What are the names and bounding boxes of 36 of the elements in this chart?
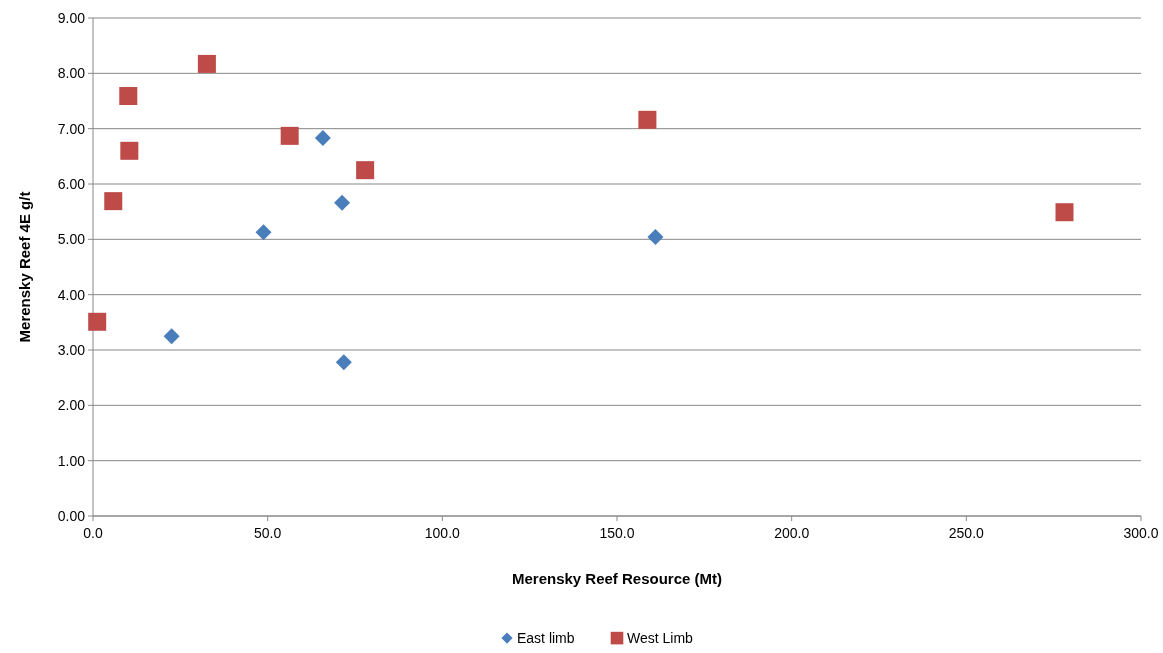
point: [119, 87, 138, 106]
point: [356, 161, 375, 180]
x-tick-label: 250.0: [948, 525, 985, 541]
y-tick-label: 2.00: [57, 397, 86, 414]
point: [638, 110, 657, 129]
point: [197, 54, 216, 73]
point: [335, 354, 352, 371]
point: [88, 312, 107, 331]
x-axis-title: Merensky Reef Resource (Mt): [511, 570, 723, 587]
y-tick-label: 1.00: [57, 452, 86, 469]
point: [120, 141, 139, 160]
x-tick-label: 0.0: [83, 525, 103, 541]
y-tick-label: 3.00: [57, 342, 86, 358]
point: [647, 229, 664, 246]
x-tick-label: 100.0: [424, 525, 461, 541]
y-tick-label: 9.00: [57, 10, 86, 26]
y-tick-label: 4.00: [57, 286, 86, 303]
x-tick-label: 150.0: [599, 525, 635, 541]
point: [334, 194, 351, 211]
point: [255, 224, 272, 241]
x-tick-label: 200.0: [774, 525, 810, 541]
x-tick-label: 50.0: [254, 525, 282, 541]
y-axis-title: Merensky Reef 4E g/t: [16, 191, 33, 343]
y-tick-label: 7.00: [57, 120, 86, 137]
point: [104, 192, 123, 211]
point: [280, 126, 299, 145]
x-tick-label: 300.0: [1123, 525, 1159, 541]
y-tick-label: 0.00: [57, 508, 86, 524]
point: [1055, 203, 1074, 222]
y-tick-label: 6.00: [57, 176, 86, 192]
point: [314, 130, 331, 147]
legend-label: West Limb: [627, 630, 694, 646]
legend-label: East limb: [517, 630, 575, 646]
point: [163, 328, 180, 345]
y-tick-label: 5.00: [57, 231, 86, 248]
y-tick-label: 8.00: [57, 65, 86, 82]
